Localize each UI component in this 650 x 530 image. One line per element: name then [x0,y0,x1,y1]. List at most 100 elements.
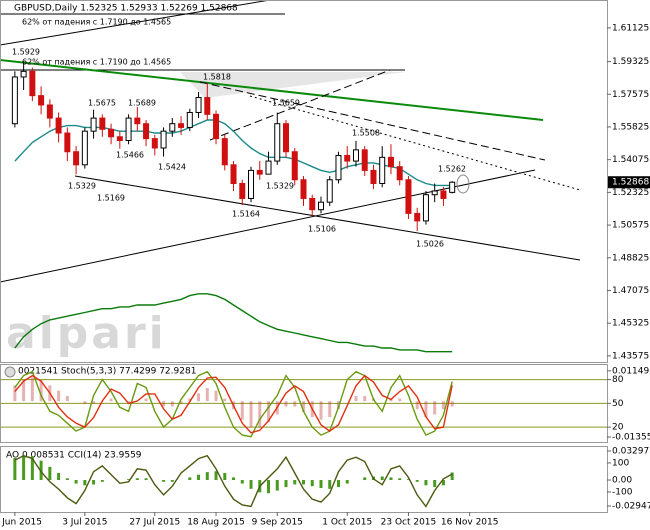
y-tick-label: 1.52325 [612,188,649,198]
histogram-bar [275,480,279,491]
candle-body [178,123,185,128]
candle-body [29,70,36,97]
histogram-bar [170,401,174,407]
candle-body [160,130,167,149]
candle-body [134,117,141,125]
histogram-bar [74,480,78,484]
trend-line [209,69,391,141]
candle-body [396,166,403,181]
histogram-bar [214,390,218,402]
series-line [14,370,453,438]
y-tick-label: 0.00 [612,476,632,486]
panel-title: 0021541 Stoch(5,3,3) 77.4299 72.9281 [18,367,196,377]
histogram-bar [249,401,253,428]
candle-body [335,154,342,181]
price-label: 1.5106 [308,225,336,234]
histogram-bar [240,480,244,484]
candle-body [352,149,359,162]
histogram-bar [301,480,305,485]
y-tick-label: -0.029475 [612,501,650,511]
histogram-bar [22,380,26,402]
histogram-bar [450,472,454,481]
price-label: 1.5169 [97,194,125,203]
candle-body [422,194,429,222]
candle-body [265,160,272,175]
fib-note: 62% от падения с 1.7190 до 1.4565 [22,18,171,27]
histogram-bar [188,398,192,402]
histogram-bar [310,480,314,487]
histogram-bar [39,460,43,481]
histogram-bar [441,480,445,486]
candle-body [55,117,62,134]
histogram-bar [170,480,174,482]
histogram-bar [293,401,297,407]
price-label: 1.5424 [158,163,186,172]
y-tick-label: -100 [612,487,633,497]
candle-body [274,123,281,162]
histogram-bar [13,385,17,402]
trend-line [0,0,271,46]
last-price-label: 1.52868 [612,178,649,188]
histogram-bar [249,480,253,489]
histogram-bar [363,477,367,481]
x-tick-label: 3 Jul 2015 [62,518,107,528]
candle-body [317,201,324,211]
candle-body [387,156,394,168]
candle-body [440,190,447,199]
candle-body [239,183,246,199]
candle-body [186,111,193,128]
candle-body [116,136,123,142]
price-label: 1.5689 [128,99,156,108]
series-line [14,374,453,434]
histogram-bar [144,478,148,481]
histogram-bar [240,401,244,420]
trend-line [249,95,581,191]
histogram-bar [345,480,349,484]
trend-line [0,59,544,121]
last-price-tag [608,176,650,189]
histogram-bar [13,458,17,481]
histogram-bar [57,390,61,402]
trend-line [74,175,581,261]
histogram-bar [258,401,262,428]
candle-body [361,149,368,171]
y-tick-label: 1.50575 [612,221,649,231]
candle-body [99,117,106,130]
candle-body [108,128,115,138]
candle-body [64,132,71,153]
histogram-bar [57,472,61,481]
y-tick-label: 0.032975 [612,446,650,456]
histogram-bar [48,466,52,481]
histogram-bar [363,395,367,402]
histogram-bar [267,480,271,494]
candle-body [344,154,351,162]
histogram-bar [22,455,26,481]
watermark: alpari [6,308,167,359]
y-tick-label: 20 [612,423,624,433]
histogram-bar [433,401,437,415]
candle-body [248,169,255,199]
candle-body [195,97,202,113]
histogram-bar [92,480,96,485]
histogram-bar [319,401,323,420]
y-tick-label: 1.61125 [612,23,649,33]
histogram-bar [380,476,384,481]
y-tick-label: 50 [612,399,624,409]
candle-body [309,197,316,211]
candle-body [300,179,307,199]
histogram-bar [100,480,104,482]
x-tick-label: 9 Sep 2015 [252,518,303,528]
histogram-bar [65,395,69,402]
candle-body [449,181,456,193]
indicator-icon [4,366,16,378]
histogram-bar [398,398,402,402]
candle-body [230,164,237,184]
price-label: 1.5929 [12,48,40,57]
histogram-bar [415,480,419,482]
candle-body [73,151,80,166]
histogram-bar [144,398,148,402]
histogram-bar [319,480,323,488]
histogram-bar [267,401,271,423]
candle-body [143,123,150,140]
histogram-bar [301,401,305,412]
